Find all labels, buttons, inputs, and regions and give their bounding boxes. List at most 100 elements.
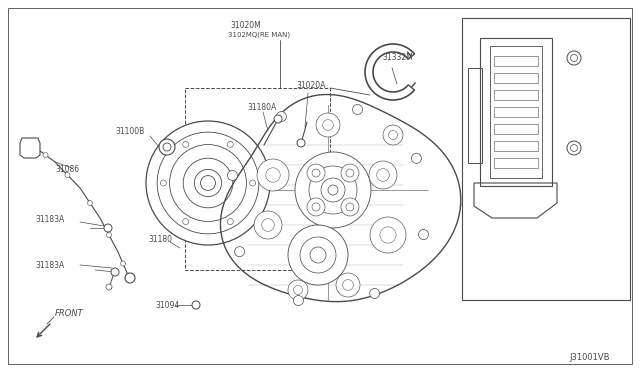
Circle shape	[353, 105, 362, 115]
Circle shape	[161, 180, 166, 186]
Circle shape	[106, 232, 111, 237]
Circle shape	[288, 280, 308, 300]
Circle shape	[336, 273, 360, 297]
Circle shape	[234, 247, 244, 257]
Circle shape	[300, 237, 336, 273]
Bar	[494, 73, 538, 83]
Circle shape	[170, 145, 246, 221]
Text: 31183A: 31183A	[35, 260, 64, 269]
Circle shape	[412, 153, 422, 163]
Circle shape	[346, 203, 354, 211]
Circle shape	[183, 158, 233, 208]
Text: 3102MQ(RE MAN): 3102MQ(RE MAN)	[228, 32, 290, 38]
Circle shape	[342, 280, 353, 291]
Circle shape	[570, 55, 577, 61]
Circle shape	[157, 132, 259, 234]
Circle shape	[312, 169, 320, 177]
Circle shape	[200, 176, 216, 190]
Circle shape	[294, 285, 303, 295]
Circle shape	[43, 153, 48, 157]
Circle shape	[288, 225, 348, 285]
Circle shape	[570, 144, 577, 151]
Circle shape	[182, 219, 189, 225]
Text: 31180: 31180	[148, 235, 172, 244]
Polygon shape	[20, 138, 40, 158]
Circle shape	[111, 268, 119, 276]
Circle shape	[316, 113, 340, 137]
Bar	[185, 88, 330, 270]
Text: 31020A: 31020A	[296, 80, 325, 90]
Circle shape	[307, 164, 325, 182]
Circle shape	[125, 273, 135, 283]
Text: J31001VB: J31001VB	[570, 353, 610, 362]
Circle shape	[192, 301, 200, 309]
Circle shape	[254, 211, 282, 239]
Circle shape	[388, 131, 397, 140]
Circle shape	[567, 51, 581, 65]
Circle shape	[88, 201, 93, 205]
Circle shape	[257, 159, 289, 191]
Text: 31180A: 31180A	[247, 103, 276, 112]
Circle shape	[323, 120, 333, 131]
Circle shape	[312, 203, 320, 211]
Circle shape	[310, 247, 326, 263]
Text: 31036: 31036	[527, 225, 550, 231]
Circle shape	[295, 152, 371, 228]
Text: 31086: 31086	[55, 166, 79, 174]
Text: 31185B: 31185B	[584, 55, 611, 61]
Circle shape	[163, 143, 171, 151]
Circle shape	[106, 284, 112, 290]
Circle shape	[346, 169, 354, 177]
Bar	[462, 18, 630, 300]
Bar	[468, 68, 482, 163]
Circle shape	[341, 164, 359, 182]
Circle shape	[419, 230, 429, 240]
Circle shape	[370, 217, 406, 253]
Bar	[480, 38, 552, 186]
Circle shape	[266, 168, 280, 182]
Circle shape	[276, 112, 286, 122]
Circle shape	[370, 288, 380, 298]
Bar	[494, 141, 538, 151]
Circle shape	[297, 139, 305, 147]
Circle shape	[195, 169, 221, 197]
Circle shape	[294, 295, 303, 305]
Circle shape	[377, 169, 389, 181]
Circle shape	[159, 139, 175, 155]
Bar	[494, 56, 538, 66]
Bar	[494, 107, 538, 117]
Bar	[494, 124, 538, 134]
Text: 31094: 31094	[155, 301, 179, 310]
Circle shape	[146, 121, 270, 245]
Circle shape	[250, 180, 255, 186]
Circle shape	[227, 170, 237, 180]
Bar	[494, 158, 538, 168]
Circle shape	[383, 125, 403, 145]
Circle shape	[182, 141, 189, 147]
Circle shape	[120, 261, 125, 266]
Bar	[490, 46, 542, 178]
Text: 31020M: 31020M	[230, 20, 260, 29]
Circle shape	[307, 198, 325, 216]
Circle shape	[104, 224, 112, 232]
Circle shape	[567, 141, 581, 155]
Text: SEC. 244: SEC. 244	[492, 262, 526, 270]
Text: (24415): (24415)	[492, 273, 522, 282]
Text: 31183A: 31183A	[35, 215, 64, 224]
Circle shape	[309, 166, 357, 214]
Circle shape	[341, 198, 359, 216]
Text: FRONT: FRONT	[55, 309, 84, 318]
Circle shape	[227, 141, 234, 147]
Circle shape	[274, 115, 282, 123]
Circle shape	[369, 161, 397, 189]
Text: 31185D: 31185D	[584, 145, 612, 151]
Bar	[494, 90, 538, 100]
Text: 31100B: 31100B	[115, 128, 144, 137]
Circle shape	[227, 219, 234, 225]
Circle shape	[380, 227, 396, 243]
Circle shape	[262, 219, 275, 231]
Circle shape	[328, 185, 338, 195]
Text: 31332M: 31332M	[382, 54, 413, 62]
Circle shape	[321, 178, 345, 202]
Circle shape	[65, 173, 70, 177]
